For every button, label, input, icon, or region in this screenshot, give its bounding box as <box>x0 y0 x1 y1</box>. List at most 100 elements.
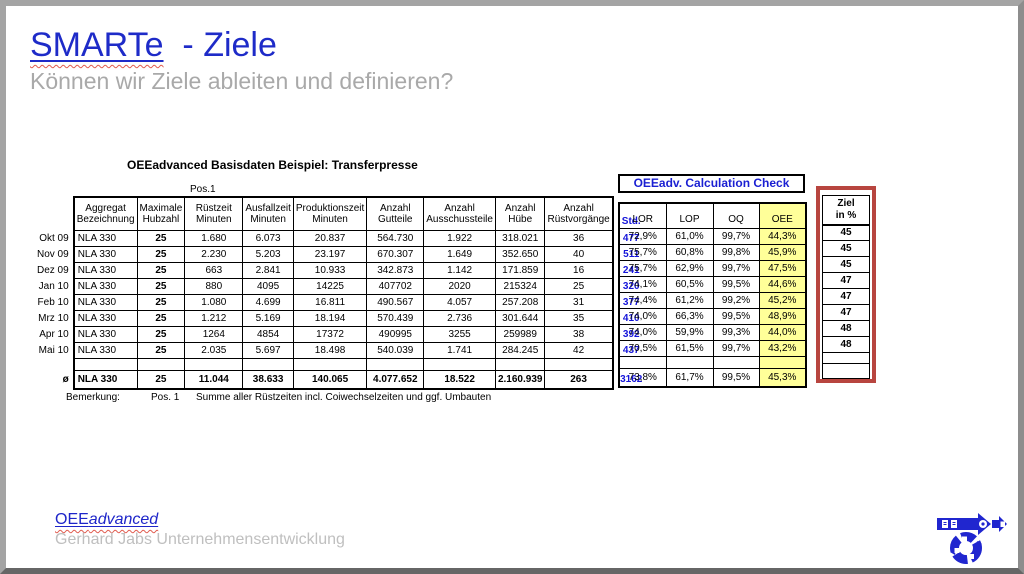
empty-row <box>822 352 870 364</box>
cell-ziel: 45 <box>822 240 870 257</box>
cell: 20.837 <box>292 229 368 247</box>
cell: 4.699 <box>242 293 294 311</box>
basisdaten-table-title: OEEadvanced Basisdaten Beispiel: Transfe… <box>127 158 418 172</box>
cell: 40 <box>544 245 614 263</box>
author-byline: Gerhard Jabs Unternehmensentwicklung <box>55 531 345 548</box>
table-row: 74,0% 59,9% 99,3% 44,0% <box>618 323 807 341</box>
company-logo-icon <box>937 513 1007 564</box>
cell: 25 <box>136 245 186 263</box>
cell <box>494 357 546 371</box>
cell: 1.212 <box>184 309 244 327</box>
row-label: Mrz 10 <box>38 312 69 324</box>
table-row: 47 <box>822 304 870 321</box>
cell: 18.522 <box>423 369 496 390</box>
table-row: 74,4% 61,2% 99,2% 45,2% <box>618 291 807 309</box>
table-row: 75,7% 60,8% 99,8% 45,9% <box>618 243 807 261</box>
cell: 38.633 <box>242 369 294 390</box>
cell: 99,7% <box>712 259 760 277</box>
col-header-oq: OQ <box>712 202 760 229</box>
cell-oee: 43,2% <box>758 339 807 357</box>
calculation-check-table: LOR LOP OQ OEE 72,9% 61,0% 99,7% 44,3% 7… <box>618 202 807 388</box>
cell-oee: 48,9% <box>758 307 807 325</box>
cell: 14225 <box>292 277 368 295</box>
cell <box>712 355 760 369</box>
cell-oee: 44,3% <box>758 227 807 245</box>
row-label-average: ø <box>62 374 69 385</box>
row-label: Nov 09 <box>37 248 69 260</box>
cell: 25 <box>136 369 186 390</box>
cell: 263 <box>544 369 614 390</box>
table-row: 74,0% 66,3% 99,5% 48,9% <box>618 307 807 325</box>
cell: 23.197 <box>292 245 368 263</box>
col-header-hubzahl: Maximale Hubzahl <box>136 196 186 231</box>
cell: 1.741 <box>423 341 496 359</box>
cell-oee: 45,2% <box>758 291 807 309</box>
cell: 5.203 <box>242 245 294 263</box>
cell-ziel: 47 <box>822 272 870 289</box>
calc-header-row: LOR LOP OQ OEE <box>618 202 807 229</box>
table-row: 70,5% 61,5% 99,7% 43,2% <box>618 339 807 357</box>
remark-label: Bemerkung: <box>66 392 120 403</box>
cell: 16.811 <box>292 293 368 311</box>
cell: 74,4% <box>618 291 667 309</box>
cell: 74,1% <box>618 275 667 293</box>
cell: 342.873 <box>366 261 425 279</box>
cell-oee: 45,9% <box>758 243 807 261</box>
cell: 25 <box>136 309 186 327</box>
brand-oee: OEE <box>55 511 89 528</box>
cell: 18.194 <box>292 309 368 327</box>
cell: 140.065 <box>292 369 368 390</box>
cell: 25 <box>136 341 186 359</box>
col-header-aggregat: Aggregat Bezeichnung <box>72 196 138 231</box>
remark-pos: Pos. 1 <box>151 392 180 403</box>
cell: 1.142 <box>423 261 496 279</box>
cell <box>72 357 138 371</box>
cell: 301.644 <box>494 309 546 327</box>
row-label: Feb 10 <box>37 296 69 308</box>
cell: NLA 330 <box>72 277 138 295</box>
cell: NLA 330 <box>72 325 138 343</box>
cell <box>136 357 186 371</box>
cell: 38 <box>544 325 614 343</box>
title-rest: - Ziele <box>163 26 277 64</box>
target-header: Ziel in % <box>822 195 870 226</box>
cell: 66,3% <box>665 307 714 325</box>
cell: NLA 330 <box>72 245 138 263</box>
page-title: SMARTe - Ziele <box>30 26 277 65</box>
cell: 352.650 <box>494 245 546 263</box>
cell: 17372 <box>292 325 368 343</box>
average-row: 73,8% 61,7% 99,5% 45,3% <box>618 367 807 388</box>
cell: 171.859 <box>494 261 546 279</box>
cell: 99,3% <box>712 323 760 341</box>
brand-link[interactable]: OEEadvanced <box>55 511 158 529</box>
col-header-produktionszeit: Produktionszeit Minuten <box>292 196 368 231</box>
cell: 1.080 <box>184 293 244 311</box>
cell-oee: 47,5% <box>758 259 807 277</box>
cell: NLA 330 <box>72 341 138 359</box>
cell <box>242 357 294 371</box>
cell: 36 <box>544 229 614 247</box>
cell-oee: 44,6% <box>758 275 807 293</box>
cell: NLA 330 <box>72 369 138 390</box>
cell: 5.697 <box>242 341 294 359</box>
table-row: 74,1% 60,5% 99,5% 44,6% <box>618 275 807 293</box>
cell: 74,0% <box>618 307 667 325</box>
basisdaten-header-row: Aggregat Bezeichnung Maximale Hubzahl Rüst… <box>35 196 649 231</box>
title-main-word: SMARTe <box>30 26 164 64</box>
cell: 4854 <box>242 325 294 343</box>
cell: 59,9% <box>665 323 714 341</box>
cell: 61,2% <box>665 291 714 309</box>
cell: 75,7% <box>618 259 667 277</box>
cell: 99,5% <box>712 307 760 325</box>
cell-oee: 45,3% <box>758 367 807 388</box>
table-row: Dez 09 NLA 330 25 663 2.841 10.933 342.8… <box>35 261 649 279</box>
cell-ziel: 48 <box>822 320 870 337</box>
cell <box>618 355 667 369</box>
cell: NLA 330 <box>72 229 138 247</box>
col-header-ausschussteile: Anzahl Ausschussteile <box>423 196 496 231</box>
table-row: Nov 09 NLA 330 25 2.230 5.203 23.197 670… <box>35 245 649 263</box>
row-label: Jan 10 <box>38 280 69 292</box>
col-header-lop: LOP <box>665 202 714 229</box>
cell <box>423 357 496 371</box>
col-header-lor: LOR <box>618 202 667 229</box>
